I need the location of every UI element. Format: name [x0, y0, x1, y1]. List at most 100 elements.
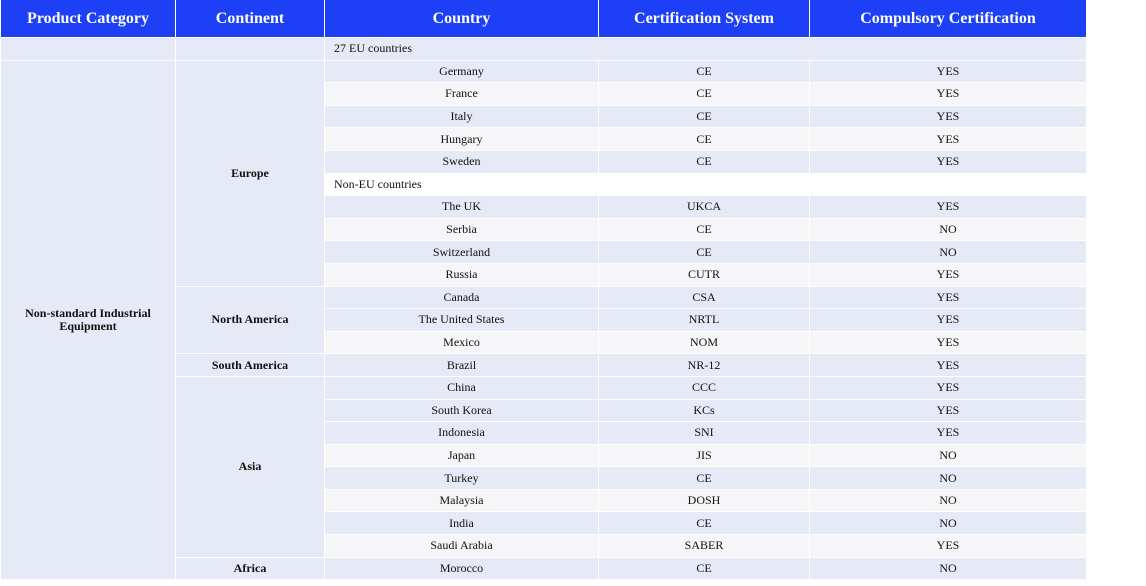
header-country: Country	[324, 0, 599, 38]
product-category-cell: Non-standard Industrial Equipment	[0, 59, 176, 581]
country-cell: The UK	[324, 195, 599, 219]
system-cell: CE	[598, 82, 810, 106]
compulsory-cell: NO	[809, 488, 1087, 513]
table-row: Russia CUTR YES	[1, 262, 1087, 287]
table-row: India CE NO	[1, 511, 1087, 536]
header-compulsory-certification: Compulsory Certification	[809, 0, 1087, 38]
compulsory-cell: YES	[809, 353, 1087, 377]
country-cell: Morocco	[324, 556, 599, 581]
system-cell: CE	[598, 466, 810, 490]
compulsory-cell: YES	[809, 262, 1087, 287]
system-cell: CE	[598, 59, 810, 84]
table-row: Africa Morocco CE NO	[1, 556, 1087, 581]
country-cell: India	[324, 511, 599, 536]
country-cell: Hungary	[324, 127, 599, 151]
country-cell: Germany	[324, 59, 599, 84]
country-cell: Saudi Arabia	[324, 534, 599, 558]
table-row: France CE YES	[1, 82, 1087, 106]
system-cell: CE	[598, 149, 810, 174]
compulsory-cell: YES	[809, 149, 1087, 174]
continent-south-america: South America	[175, 353, 325, 377]
system-cell: SABER	[598, 534, 810, 558]
compulsory-cell: YES	[809, 82, 1087, 106]
system-cell: KCs	[598, 398, 810, 423]
system-cell: CE	[598, 511, 810, 536]
table-row: South Korea KCs YES	[1, 398, 1087, 423]
system-cell: CSA	[598, 285, 810, 310]
system-cell: CE	[598, 240, 810, 264]
system-cell: JIS	[598, 443, 810, 468]
eu-subheading-row: 27 EU countries	[0, 37, 1087, 61]
eu-subheading: 27 EU countries	[324, 37, 1087, 61]
empty-cell	[0, 37, 176, 61]
system-cell: UKCA	[598, 195, 810, 219]
compulsory-cell: NO	[809, 240, 1087, 264]
country-cell: Switzerland	[324, 240, 599, 264]
system-cell: NRTL	[598, 308, 810, 332]
compulsory-cell: NO	[809, 511, 1087, 536]
compulsory-cell: YES	[809, 534, 1087, 558]
header-certification-system: Certification System	[598, 0, 810, 38]
country-cell: Malaysia	[324, 488, 599, 513]
system-cell: SNI	[598, 421, 810, 445]
compulsory-cell: YES	[809, 104, 1087, 129]
country-cell: Indonesia	[324, 421, 599, 445]
compulsory-cell: NO	[809, 556, 1087, 581]
country-cell: Brazil	[324, 353, 599, 377]
compulsory-cell: NO	[809, 466, 1087, 490]
continent-asia: Asia	[175, 375, 325, 558]
country-cell: France	[324, 82, 599, 106]
table-row: Sweden CE YES	[1, 149, 1087, 174]
country-cell: Japan	[324, 443, 599, 468]
system-cell: CE	[598, 217, 810, 242]
country-cell: Mexico	[324, 330, 599, 355]
system-cell: NR-12	[598, 353, 810, 377]
certification-table: Product Category Continent Country Certi…	[0, 0, 1087, 581]
country-cell: China	[324, 375, 599, 400]
continent-africa: Africa	[175, 556, 325, 581]
country-cell: Sweden	[324, 149, 599, 174]
system-cell: CE	[598, 104, 810, 129]
header-row: Product Category Continent Country Certi…	[0, 0, 1087, 38]
system-cell: DOSH	[598, 488, 810, 513]
compulsory-cell: NO	[809, 443, 1087, 468]
continent-europe: Europe	[175, 59, 325, 287]
country-cell: Turkey	[324, 466, 599, 490]
table-row: Italy CE YES	[1, 104, 1087, 129]
table-row: North America Canada CSA YES	[1, 285, 1087, 355]
table-row: The UK UKCA YES	[1, 195, 1087, 219]
compulsory-cell: YES	[809, 308, 1087, 332]
country-cell: South Korea	[324, 398, 599, 423]
country-cell: Serbia	[324, 217, 599, 242]
table-row: Non-standard Industrial Equipment Europe…	[0, 59, 1087, 581]
country-cell: The United States	[324, 308, 599, 332]
compulsory-cell: YES	[809, 375, 1087, 400]
country-cell: Russia	[324, 262, 599, 287]
compulsory-cell: NO	[809, 217, 1087, 242]
compulsory-cell: YES	[809, 398, 1087, 423]
compulsory-cell: YES	[809, 195, 1087, 219]
country-cell: Italy	[324, 104, 599, 129]
header-continent: Continent	[175, 0, 325, 38]
system-cell: CCC	[598, 375, 810, 400]
system-cell: CE	[598, 127, 810, 151]
compulsory-cell: YES	[809, 421, 1087, 445]
table-row: Serbia CE NO	[1, 217, 1087, 242]
header-product-category: Product Category	[0, 0, 176, 38]
continent-north-america: North America	[175, 285, 325, 355]
non-eu-subheading: Non-EU countries	[324, 172, 1087, 197]
system-cell: NOM	[598, 330, 810, 355]
table-row: The United States NRTL YES	[1, 308, 1087, 332]
table-row: Saudi Arabia SABER YES	[1, 534, 1087, 558]
empty-cell	[175, 37, 325, 61]
compulsory-cell: YES	[809, 59, 1087, 84]
table-row: Indonesia SNI YES	[1, 421, 1087, 445]
system-cell: CUTR	[598, 262, 810, 287]
system-cell: CE	[598, 556, 810, 581]
compulsory-cell: YES	[809, 285, 1087, 310]
country-cell: Canada	[324, 285, 599, 310]
compulsory-cell: YES	[809, 330, 1087, 355]
non-eu-subheading-row: Non-EU countries	[1, 172, 1087, 197]
table-row: Malaysia DOSH NO	[1, 488, 1087, 513]
compulsory-cell: YES	[809, 127, 1087, 151]
